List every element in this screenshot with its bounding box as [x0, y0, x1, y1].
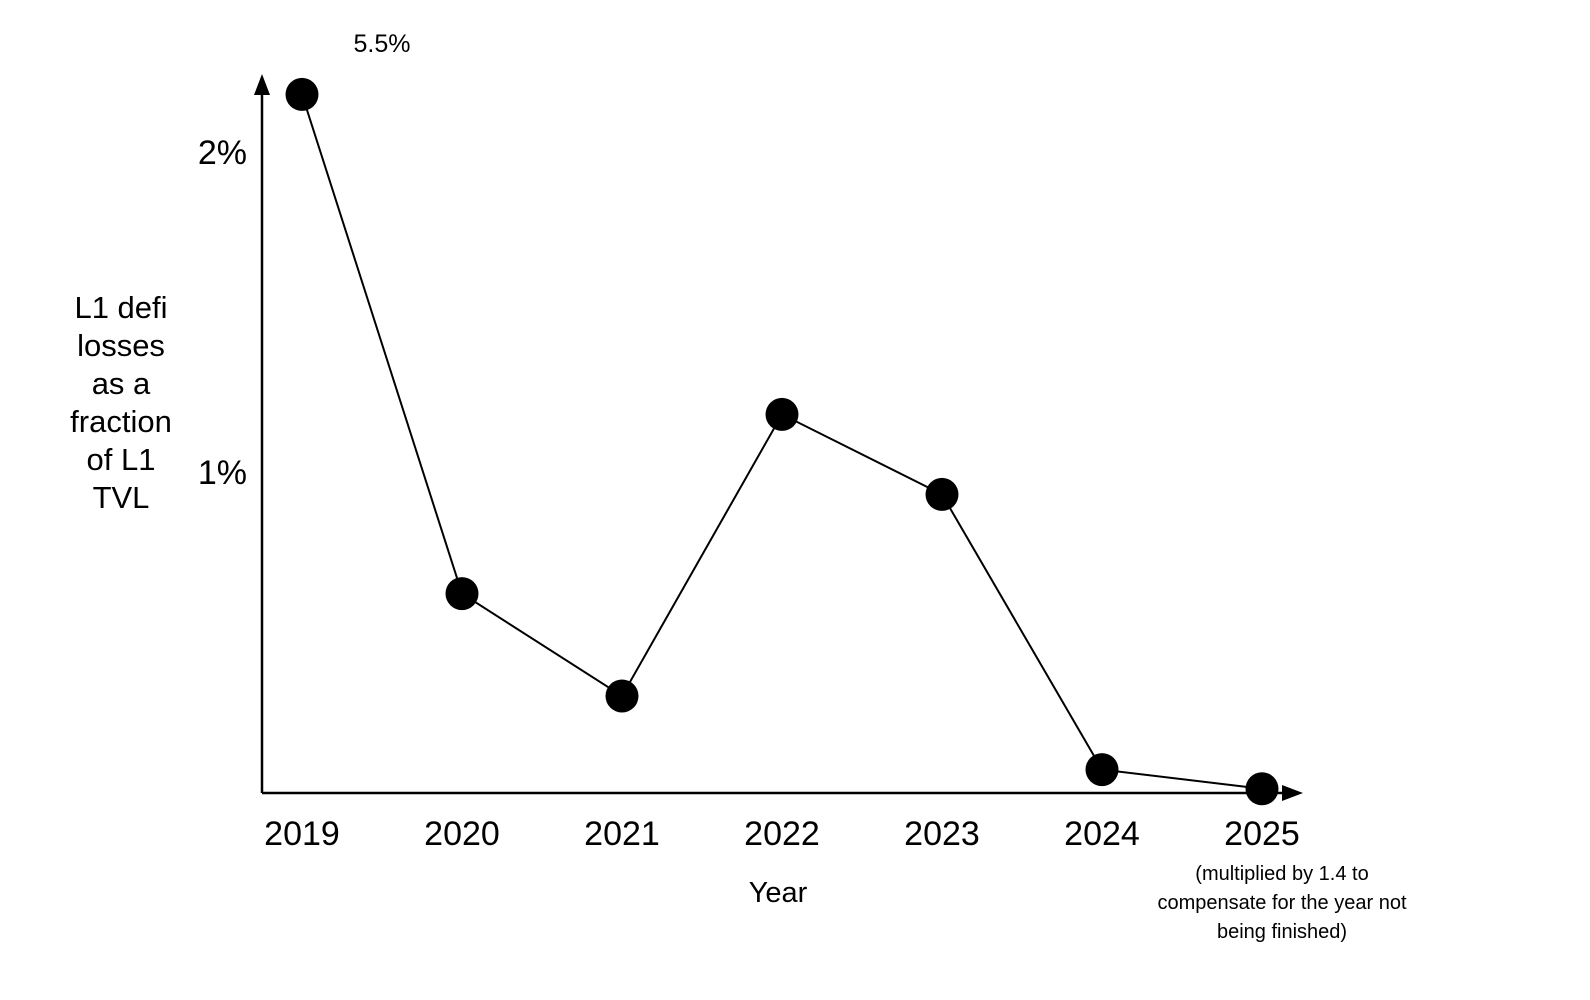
- data-point-2022: [765, 397, 799, 431]
- data-point-2024: [1085, 753, 1119, 787]
- y-tick-label-1%: 1%: [198, 454, 247, 492]
- data-series: [285, 77, 1279, 806]
- data-point-2025: [1245, 772, 1279, 806]
- series-line: [301, 94, 1263, 790]
- x-tick-label-2024: 2024: [1064, 815, 1140, 853]
- x-tick-label-2025: 2025: [1224, 815, 1300, 853]
- x-tick-label-2021: 2021: [584, 815, 660, 853]
- x-tick-label-2022: 2022: [744, 815, 820, 853]
- data-point-2019: [285, 77, 319, 111]
- x-axis-arrow-icon: [1282, 785, 1303, 801]
- x-tick-label-2019: 2019: [264, 815, 340, 853]
- x-axis-note: (multiplied by 1.4 to compensate for the…: [1157, 863, 1407, 943]
- y-axis-title: L1 defi losses as a fraction of L1 TVL: [70, 290, 172, 515]
- x-axis-title: Year: [749, 877, 808, 909]
- data-point-2021: [605, 679, 639, 713]
- offscale-value-annotation: 5.5%: [354, 30, 411, 58]
- y-tick-labels: 1% 2%: [198, 134, 247, 492]
- data-point-2020: [445, 577, 479, 611]
- x-tick-label-2020: 2020: [424, 815, 500, 853]
- y-tick-label-2%: 2%: [198, 134, 247, 172]
- data-point-2023: [925, 477, 959, 511]
- x-tick-labels: 2019 2020 2021 2022 2023 2024 2025: [264, 815, 1300, 853]
- y-axis-arrow-icon: [254, 74, 270, 95]
- x-tick-label-2023: 2023: [904, 815, 980, 853]
